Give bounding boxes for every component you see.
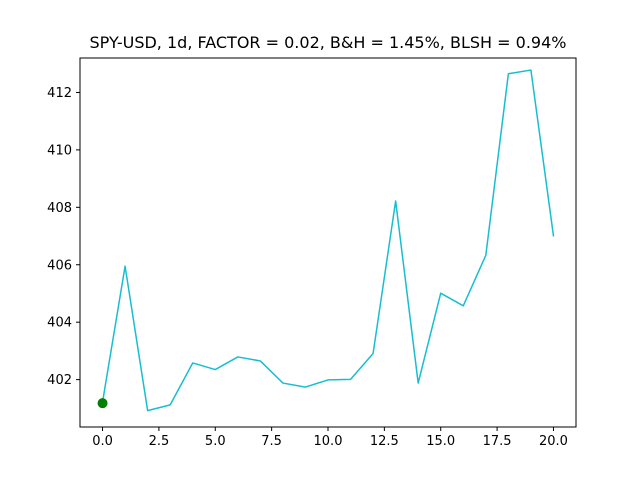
y-tick-label: 408 [47, 201, 72, 216]
x-tick-label: 12.5 [370, 434, 399, 449]
x-tick-label: 15.0 [426, 434, 455, 449]
y-tick-label: 410 [47, 143, 72, 158]
x-tick-label: 5.0 [205, 434, 226, 449]
y-tick-label: 412 [47, 86, 72, 101]
x-tick-label: 17.5 [483, 434, 512, 449]
marker-point-0 [97, 398, 108, 409]
plot-area: 0.0 2.5 5.0 7.5 10.0 12.5 15.0 17.5 20.0 402 404 40… [47, 57, 577, 449]
series-line-0 [101, 69, 555, 412]
x-tick-label: 0.0 [92, 434, 113, 449]
x-tick-label: 7.5 [261, 434, 282, 449]
y-tick-label: 406 [47, 258, 72, 273]
y-tick-label: 402 [47, 373, 72, 388]
chart-title: SPY-USD, 1d, FACTOR = 0.02, B&H = 1.45%,… [90, 33, 567, 52]
x-tick-label: 10.0 [314, 434, 343, 449]
x-tick-label: 20.0 [539, 434, 568, 449]
x-tick-label: 2.5 [149, 434, 170, 449]
y-tick-label: 404 [47, 316, 72, 331]
